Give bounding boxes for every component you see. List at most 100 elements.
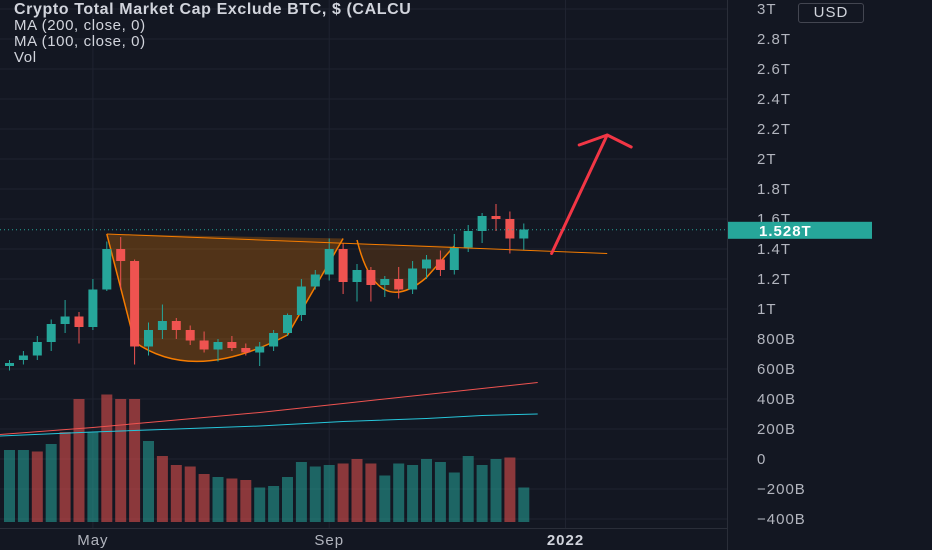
candle-body: [60, 316, 70, 324]
volume-bar: [87, 432, 99, 522]
legend-ma200[interactable]: MA (200, close, 0): [14, 17, 146, 34]
breakout-arrow: [550, 133, 609, 255]
chart-legend: Crypto Total Market Cap Exclude BTC, $ (…: [14, 2, 411, 66]
candle-body: [380, 279, 390, 285]
candle-body: [199, 340, 209, 350]
price-axis-tick: 1.2T: [757, 271, 791, 288]
volume-bar: [31, 451, 43, 522]
candle-body: [144, 330, 153, 347]
price-axis-tick: −400B: [757, 511, 806, 528]
volume-bar: [198, 474, 210, 522]
volume-bar: [323, 465, 335, 522]
volume-bar: [407, 465, 419, 522]
currency-button[interactable]: USD: [798, 3, 864, 23]
volume-bar: [59, 432, 71, 522]
legend-volume[interactable]: Vol: [14, 49, 37, 66]
price-axis-tick: 2.6T: [757, 61, 791, 78]
candle-body: [519, 229, 529, 239]
volume-bar: [129, 399, 141, 522]
time-axis[interactable]: May Sep 2022: [77, 532, 584, 549]
time-axis-tick: May: [77, 532, 108, 549]
volume-bar: [282, 477, 293, 522]
candle-body: [157, 321, 167, 330]
candle-body: [394, 279, 404, 290]
price-axis[interactable]: 3T2.8T2.6T2.4T2.2T2T1.8T1.6T1.4T1.2T1T80…: [757, 1, 806, 528]
volume-bar: [143, 441, 154, 522]
candle-body: [366, 270, 376, 285]
volume-bar: [115, 399, 127, 522]
candle-body: [408, 268, 418, 290]
volume-bars: [4, 394, 530, 522]
candle-body: [352, 270, 362, 282]
time-axis-tick: 2022: [547, 532, 584, 549]
price-axis-tick: 0: [757, 451, 766, 468]
last-price-label: 1.528T: [759, 223, 812, 240]
legend-ma100[interactable]: MA (100, close, 0): [14, 33, 146, 50]
cup-fill: [106, 234, 344, 362]
candle-body: [116, 249, 126, 261]
volume-bar: [379, 475, 391, 522]
volume-bar: [365, 463, 377, 522]
volume-bar: [212, 477, 224, 522]
candle-body: [435, 259, 445, 270]
candle-body: [18, 355, 28, 360]
volume-bar: [240, 480, 252, 522]
candle-body: [5, 363, 14, 366]
candle-body: [491, 216, 501, 219]
volume-bar: [184, 466, 196, 522]
candle-body: [32, 342, 42, 356]
volume-bar: [309, 466, 321, 522]
price-axis-tick: 1.8T: [757, 181, 791, 198]
candle-body: [422, 259, 431, 269]
volume-bar: [156, 456, 168, 522]
price-axis-tick: 200B: [757, 421, 796, 438]
price-axis-tick: −200B: [757, 481, 806, 498]
candle-body: [310, 274, 320, 287]
candle-body: [185, 330, 195, 341]
candle-body: [102, 249, 112, 290]
volume-bar: [434, 462, 446, 522]
volume-bar: [476, 465, 488, 522]
volume-bar: [268, 486, 280, 522]
volume-bar: [393, 463, 405, 522]
volume-bar: [351, 459, 363, 522]
volume-bar: [101, 394, 113, 522]
candle-body: [477, 216, 487, 231]
price-axis-tick: 3T: [757, 1, 777, 18]
volume-bar: [504, 457, 516, 522]
ma200-line: [0, 382, 538, 436]
candle-body: [255, 346, 265, 353]
price-axis-tick: 1.4T: [757, 241, 791, 258]
volume-bar: [448, 472, 460, 522]
handle-outline: [356, 239, 455, 293]
volume-bar: [518, 487, 530, 522]
price-axis-tick: 2.2T: [757, 121, 791, 138]
volume-bar: [17, 450, 29, 522]
candle-body: [74, 316, 84, 327]
arrow-head: [577, 133, 633, 149]
price-axis-tick: 2.8T: [757, 31, 791, 48]
candle-body: [449, 247, 459, 270]
volume-bar: [421, 459, 432, 522]
volume-bar: [295, 462, 307, 522]
volume-bar: [254, 487, 266, 522]
candle-body: [324, 249, 334, 275]
price-axis-tick: 400B: [757, 391, 796, 408]
candle-body: [338, 249, 348, 282]
volume-bar: [4, 450, 15, 522]
pattern-drawings: [106, 233, 455, 363]
neckline-trendline: [106, 233, 608, 254]
candle-body: [269, 333, 279, 347]
candle-body: [463, 231, 473, 248]
candle-body: [227, 342, 237, 348]
volume-bar: [226, 478, 238, 522]
volume-bar: [170, 465, 182, 522]
volume-bar: [45, 444, 57, 522]
moving-averages: [0, 382, 538, 437]
candle-body: [46, 324, 56, 342]
candles: [5, 204, 529, 371]
symbol-title[interactable]: Crypto Total Market Cap Exclude BTC, $ (…: [14, 1, 412, 18]
candle-body: [283, 315, 292, 333]
candle-body: [88, 289, 98, 327]
